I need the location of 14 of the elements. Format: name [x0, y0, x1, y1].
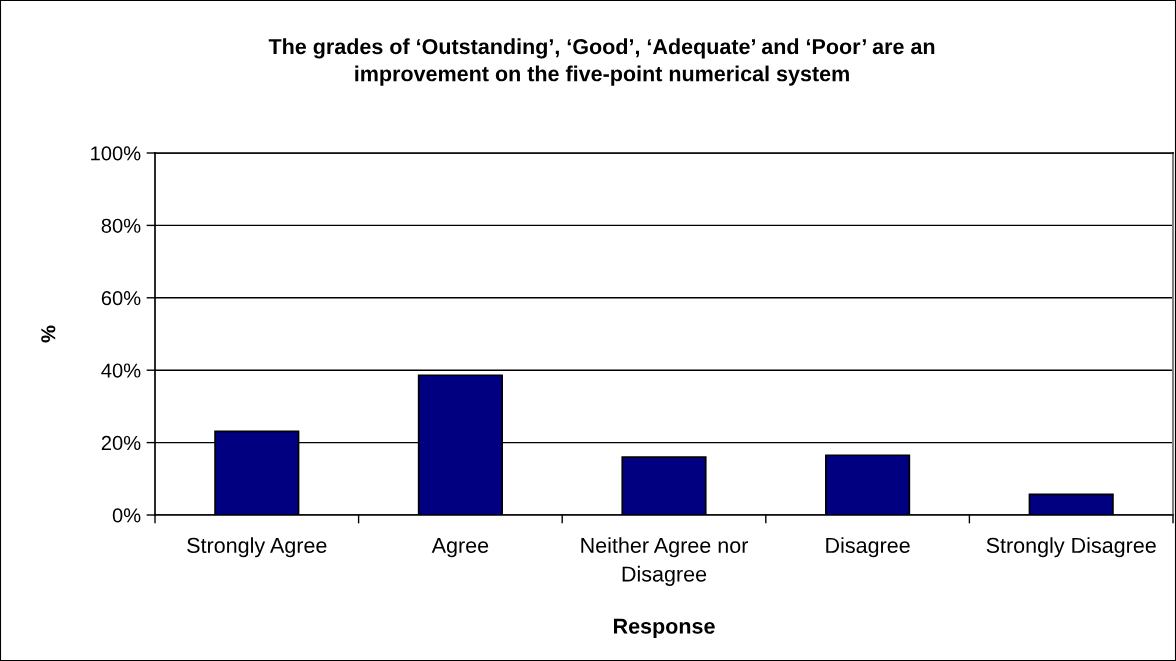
- y-tick-label: 60%: [101, 291, 141, 306]
- y-tick-label: 40%: [101, 363, 141, 378]
- x-tick-label: Strongly Disagree: [986, 537, 1156, 558]
- x-tick-label: Neither Agree nor Disagree: [581, 537, 749, 586]
- y-tick-label: 20%: [101, 435, 141, 451]
- x-axis-title: Response: [614, 618, 715, 639]
- y-tick-label: 80%: [101, 218, 141, 233]
- x-tick-label: Strongly Agree: [187, 537, 327, 558]
- chart-title: The grades of ‘Outstanding’, ‘Good’, ‘Adequate’ and ‘Poor’ are an improvement on the five-point numerical system: [268, 38, 935, 86]
- x-tick-label: Disagree: [826, 537, 910, 558]
- y-axis-title: %: [41, 325, 56, 343]
- y-tick-label: 0%: [112, 508, 141, 523]
- x-tick-label: Agree: [431, 538, 489, 558]
- y-tick-label: 100%: [91, 146, 141, 161]
